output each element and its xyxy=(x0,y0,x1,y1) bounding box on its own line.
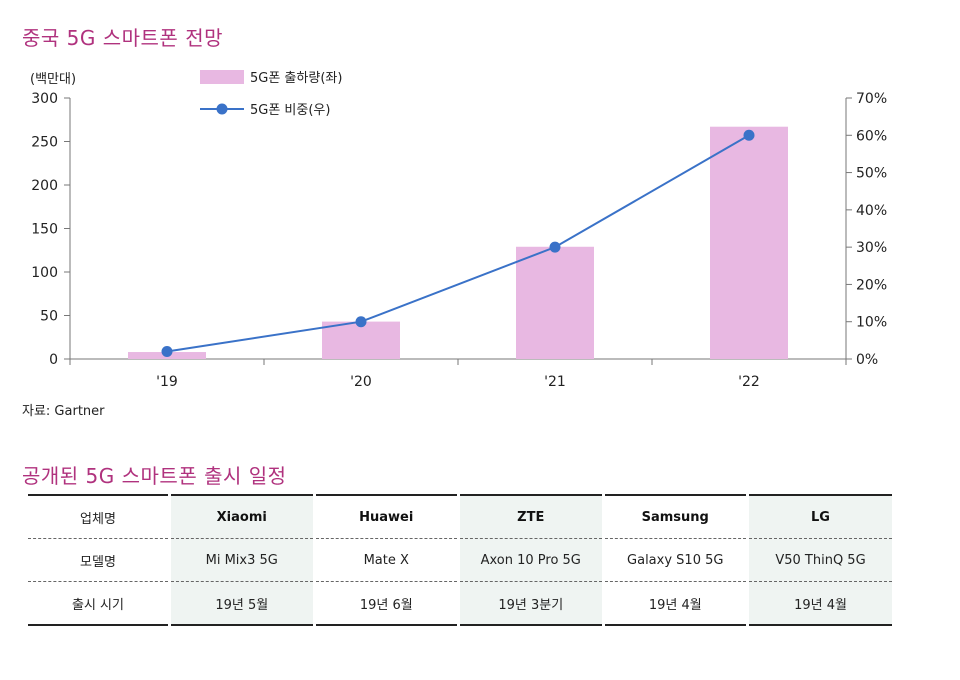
legend-swatch-marker xyxy=(216,103,228,115)
left-axis-tick-label: 100 xyxy=(31,265,58,281)
left-axis-tick-label: 150 xyxy=(31,222,58,238)
table-cell: 19년 6월 xyxy=(312,581,459,625)
row-header-model: 모델명 xyxy=(28,538,170,582)
right-axis-tick-label: 20% xyxy=(856,277,887,293)
x-axis-tick-label: '19 xyxy=(156,374,178,390)
bar xyxy=(516,246,594,359)
right-axis-tick-label: 40% xyxy=(856,203,887,219)
table-cell: V50 ThinQ 5G xyxy=(746,538,892,582)
launch-schedule-table: 업체명 Xiaomi Huawei ZTE Samsung LG 모델명 Mi … xyxy=(28,494,892,626)
source-note: 자료: Gartner xyxy=(22,404,105,419)
share-point xyxy=(161,346,173,358)
left-axis-tick-label: 0 xyxy=(49,352,58,368)
left-axis-unit: (백만대) xyxy=(30,72,76,87)
right-axis-tick-label: 0% xyxy=(856,352,878,368)
legend-label-line: 5G폰 비중(우) xyxy=(250,103,330,118)
right-axis-tick-label: 50% xyxy=(856,166,887,182)
share-point xyxy=(743,129,755,141)
table-cell: 19년 3분기 xyxy=(457,581,603,625)
row-header-company: 업체명 xyxy=(28,495,170,539)
x-axis-tick-label: '21 xyxy=(544,374,566,390)
x-axis-tick-label: '20 xyxy=(350,374,372,390)
table-cell: Mi Mix3 5G xyxy=(168,538,314,582)
table-cell: Galaxy S10 5G xyxy=(601,538,748,582)
share-point xyxy=(549,241,561,253)
shipments-chart: (백만대) 5G폰 출하량(좌) 5G폰 비중(우) 0 50 100 150 200 25… xyxy=(30,70,887,390)
bar xyxy=(710,126,788,360)
table-cell: ZTE xyxy=(457,495,603,539)
table-cell: 19년 4월 xyxy=(601,581,748,625)
legend-label-bar: 5G폰 출하량(좌) xyxy=(250,71,342,86)
table-cell: 19년 5월 xyxy=(168,581,314,625)
table-cell: Axon 10 Pro 5G xyxy=(457,538,603,582)
table-cell: Mate X xyxy=(312,538,459,582)
left-axis-tick-label: 300 xyxy=(31,91,58,107)
left-axis-tick-label: 250 xyxy=(31,135,58,151)
legend-swatch-bar xyxy=(200,70,244,84)
table-row-launch: 출시 시기 19년 5월 19년 6월 19년 3분기 19년 4월 19년 4… xyxy=(28,581,892,625)
right-axis-tick-label: 60% xyxy=(856,128,887,144)
x-axis-tick-label: '22 xyxy=(738,374,760,390)
table-row-company: 업체명 Xiaomi Huawei ZTE Samsung LG xyxy=(28,495,892,539)
share-line xyxy=(166,134,750,353)
right-axis-tick-label: 10% xyxy=(856,315,887,331)
bar xyxy=(322,321,400,359)
share-point xyxy=(355,316,367,328)
table-row-model: 모델명 Mi Mix3 5G Mate X Axon 10 Pro 5G Gal… xyxy=(28,538,892,582)
left-axis-tick-label: 200 xyxy=(31,178,58,194)
table-cell: LG xyxy=(746,495,892,539)
legend: 5G폰 출하량(좌) 5G폰 비중(우) xyxy=(200,70,342,118)
right-axis-tick-label: 70% xyxy=(856,91,887,107)
table-cell: Huawei xyxy=(312,495,459,539)
table-cell: Samsung xyxy=(601,495,748,539)
right-axis-tick-label: 30% xyxy=(856,240,887,256)
table-title: 공개된 5G 스마트폰 출시 일정 xyxy=(22,464,287,488)
line-series xyxy=(161,129,755,358)
row-header-launch: 출시 시기 xyxy=(72,597,124,613)
table-cell: Xiaomi xyxy=(168,495,314,539)
left-axis-tick-label: 50 xyxy=(40,309,58,325)
chart-title: 중국 5G 스마트폰 전망 xyxy=(22,26,223,50)
bar-series xyxy=(128,126,788,360)
table-cell: 19년 4월 xyxy=(746,581,892,625)
